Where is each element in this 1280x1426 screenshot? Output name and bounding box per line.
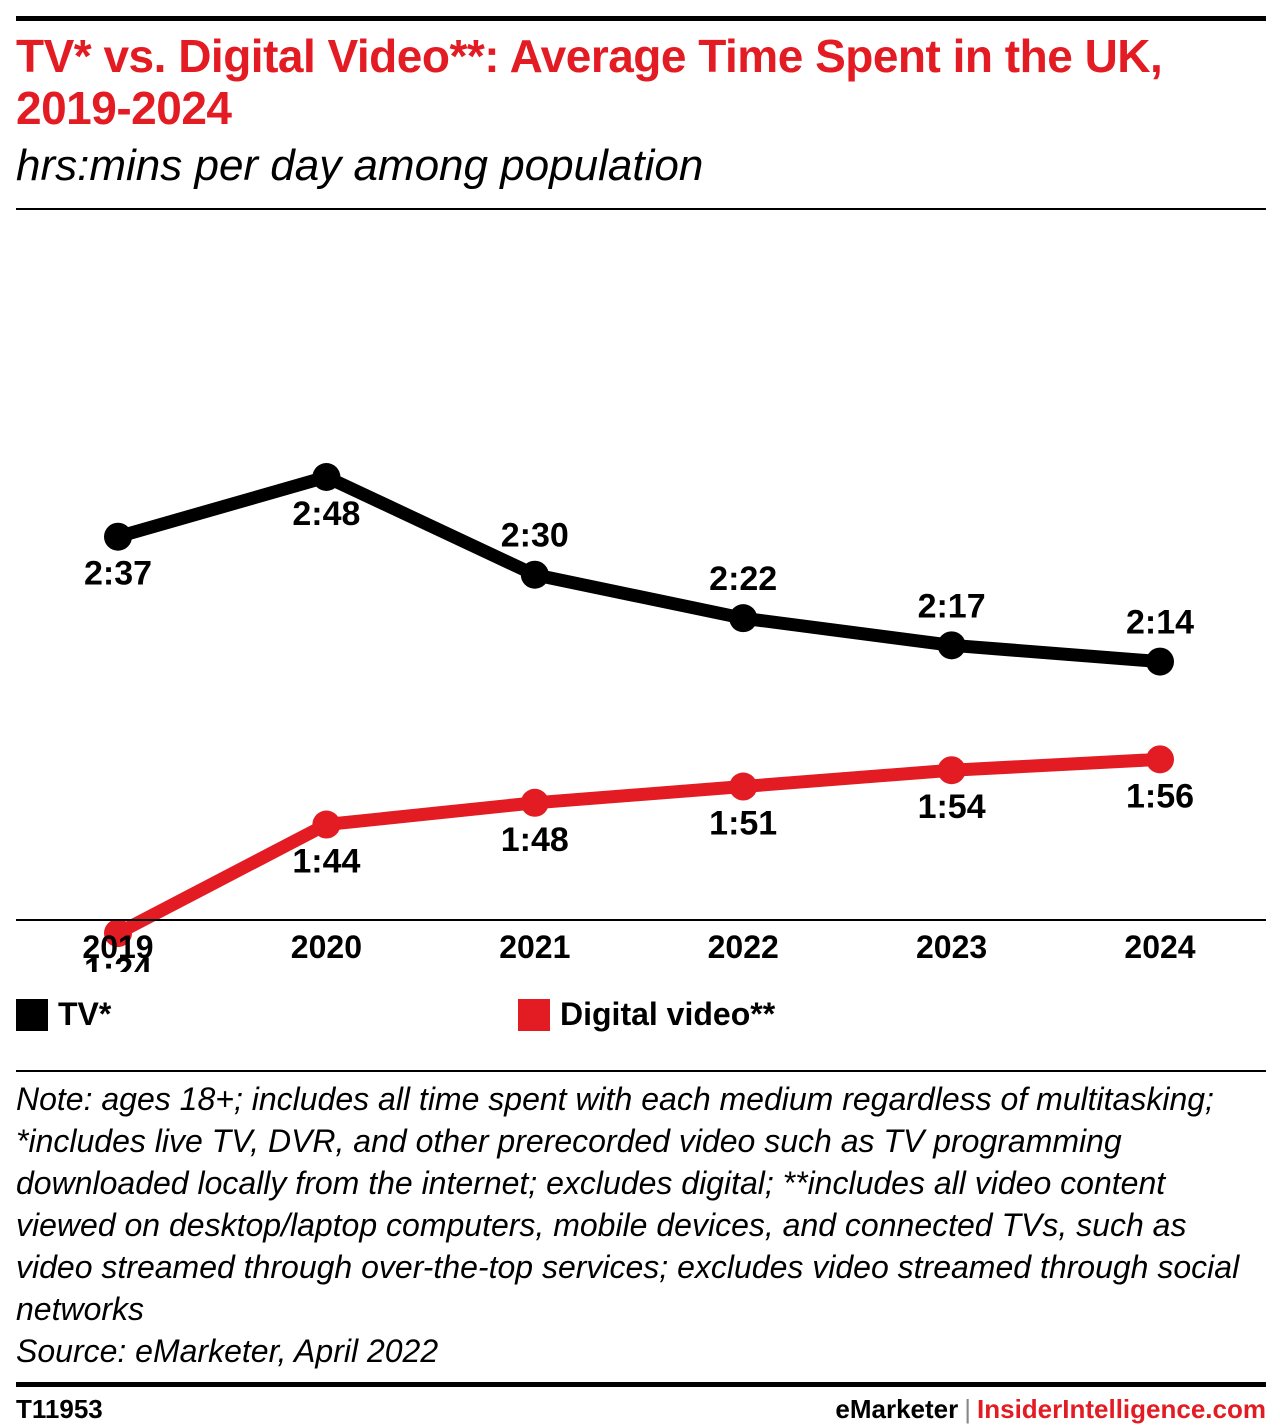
data-label-digital-video-2022: 1:51 bbox=[709, 805, 777, 843]
series-layer: 2:37 2:48 2:30 2:22 2:17 2:14 1:24 1:44 1:48 1:51… bbox=[84, 463, 1194, 972]
data-label-tv-2024: 2:14 bbox=[1126, 604, 1194, 642]
data-label-tv-2021: 2:30 bbox=[501, 517, 569, 555]
brand-block: eMarketer | InsiderIntelligence.com bbox=[835, 1394, 1266, 1425]
x-tick-label-2021: 2021 bbox=[499, 929, 570, 965]
footer-rule bbox=[16, 1382, 1266, 1387]
data-point-digital-video-2019 bbox=[104, 919, 132, 948]
legend-label-digital-video: Digital video** bbox=[560, 996, 776, 1032]
data-point-tv-2019 bbox=[104, 522, 132, 551]
legend-label-tv: TV* bbox=[58, 996, 112, 1032]
data-label-digital-video-2023: 1:54 bbox=[918, 788, 986, 826]
data-point-tv-2020 bbox=[312, 463, 341, 491]
data-label-digital-video-2024: 1:56 bbox=[1126, 777, 1194, 815]
series-line-digital-video bbox=[111, 752, 1167, 940]
data-point-tv-2021 bbox=[520, 560, 549, 589]
brand-separator: | bbox=[964, 1394, 972, 1424]
data-point-digital-video-2022 bbox=[729, 772, 758, 801]
data-point-digital-video-2024 bbox=[1146, 745, 1174, 774]
legend-swatch-digital-video bbox=[518, 998, 550, 1031]
data-label-tv-2022: 2:22 bbox=[709, 560, 777, 598]
footer: T11953 eMarketer | InsiderIntelligence.com bbox=[16, 1394, 1266, 1426]
chart-title: TV* vs. Digital Video**: Average Time Sp… bbox=[16, 30, 1163, 134]
series-line-tv bbox=[111, 470, 1167, 669]
legend-swatch-tv bbox=[16, 998, 48, 1031]
data-point-tv-2023 bbox=[937, 631, 966, 660]
x-axis-labels: 2019 2020 2021 2022 2023 2024 bbox=[82, 929, 1195, 965]
partner-site: InsiderIntelligence.com bbox=[977, 1394, 1266, 1424]
source-text: Source: eMarketer, April 2022 bbox=[16, 1333, 439, 1369]
x-tick-label-2022: 2022 bbox=[708, 929, 779, 965]
legend-item-digital-video: Digital video** bbox=[518, 996, 775, 1033]
x-tick-label-2023: 2023 bbox=[916, 929, 987, 965]
note-rule bbox=[16, 1070, 1266, 1072]
data-point-digital-video-2023 bbox=[937, 756, 966, 785]
data-point-digital-video-2020 bbox=[312, 810, 341, 839]
x-tick-label-2024: 2024 bbox=[1124, 929, 1195, 965]
x-tick-label-2020: 2020 bbox=[291, 929, 362, 965]
chart-note: Note: ages 18+; includes all time spent … bbox=[16, 1078, 1266, 1372]
data-label-tv-2023: 2:17 bbox=[918, 587, 986, 625]
data-label-digital-video-2021: 1:48 bbox=[501, 821, 569, 859]
x-tick-label-2019: 2019 bbox=[82, 929, 153, 965]
top-rule bbox=[16, 16, 1266, 21]
data-label-tv-2020: 2:48 bbox=[292, 495, 360, 533]
chart-subtitle: hrs:mins per day among population bbox=[16, 141, 704, 190]
data-point-tv-2022 bbox=[729, 604, 758, 633]
note-text: Note: ages 18+; includes all time spent … bbox=[16, 1081, 1240, 1327]
data-label-digital-video-2020: 1:44 bbox=[292, 843, 360, 881]
chart-id: T11953 bbox=[16, 1394, 103, 1424]
data-label-tv-2019: 2:37 bbox=[84, 555, 152, 593]
line-chart: 2:37 2:48 2:30 2:22 2:17 2:14 1:24 1:44 1:48 1:51… bbox=[16, 463, 1266, 972]
legend-item-tv: TV* bbox=[16, 996, 111, 1033]
data-point-tv-2024 bbox=[1146, 647, 1174, 676]
header-rule bbox=[16, 208, 1266, 210]
data-point-digital-video-2021 bbox=[520, 788, 549, 817]
data-label-digital-video-2019: 1:24 bbox=[84, 951, 152, 972]
brand-name: eMarketer bbox=[835, 1394, 959, 1424]
